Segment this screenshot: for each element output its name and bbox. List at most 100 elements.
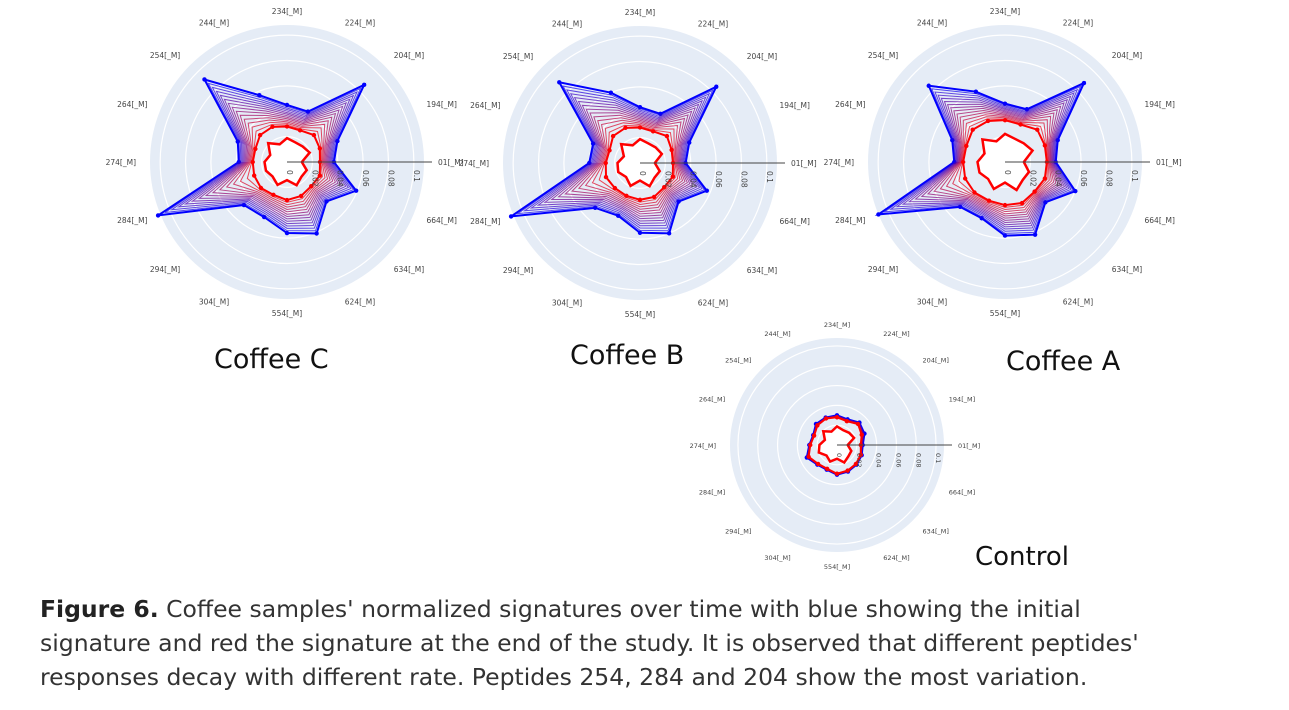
angular-axis-label: 274[_M] bbox=[106, 158, 136, 167]
series-intermediate-line bbox=[169, 86, 358, 229]
radial-tick-label: 0.1 bbox=[412, 170, 421, 182]
series-intermediate-line bbox=[577, 117, 684, 210]
caption-line-3: responses decay with different rate. Pep… bbox=[40, 663, 1088, 691]
angular-axis-label: 634[_M] bbox=[394, 265, 424, 274]
radar-chart-coffee-c: 01[_M] 194[_M] 204[_M] 224[_M] 234[_M] 244[_M… bbox=[106, 7, 464, 318]
final-data-point bbox=[859, 432, 864, 437]
angular-axis-label: 224[_M] bbox=[883, 330, 909, 338]
initial-data-point bbox=[637, 230, 643, 235]
final-data-point bbox=[309, 184, 314, 189]
final-data-point bbox=[271, 192, 276, 198]
series-intermediate-line bbox=[197, 102, 344, 220]
final-data-point bbox=[834, 415, 840, 420]
radial-tick-label: 0.02 bbox=[310, 170, 319, 187]
series-intermediate-line bbox=[564, 112, 689, 215]
initial-data-point bbox=[557, 80, 562, 85]
series-intermediate-line bbox=[211, 110, 337, 215]
angular-axis-label: 284[_M] bbox=[835, 216, 865, 225]
angular-axis-label: 634[_M] bbox=[1112, 265, 1142, 274]
series-intermediate-line bbox=[591, 122, 679, 206]
radial-tick-label: 0.04 bbox=[1054, 170, 1063, 187]
radial-tick-label: 0.06 bbox=[361, 170, 370, 187]
angular-axis-label: 204[_M] bbox=[747, 52, 777, 61]
final-data-point bbox=[251, 173, 257, 178]
final-data-point bbox=[253, 146, 258, 152]
angular-axis-label: 234[_M] bbox=[625, 8, 655, 17]
radial-tick-label: 0 bbox=[1003, 170, 1012, 175]
angular-axis-label: 284[_M] bbox=[699, 488, 725, 496]
angular-axis-label: 624[_M] bbox=[1063, 298, 1093, 307]
final-data-point bbox=[317, 173, 323, 178]
angular-axis-label: 304[_M] bbox=[764, 554, 790, 562]
final-data-point bbox=[806, 454, 811, 459]
initial-data-point bbox=[1081, 80, 1087, 86]
radial-tick-label: 0 bbox=[638, 171, 647, 176]
initial-data-point bbox=[714, 84, 719, 89]
final-data-point bbox=[669, 147, 674, 153]
series-intermediate-line bbox=[939, 112, 1055, 215]
final-data-point bbox=[258, 185, 264, 191]
chart-title-coffee-b: Coffee B bbox=[570, 340, 685, 371]
angular-axis-label: 274[_M] bbox=[824, 158, 854, 167]
final-data-point bbox=[612, 185, 618, 191]
caption-line-2: signature and red the signature at the e… bbox=[40, 629, 1139, 657]
series-intermediate-line bbox=[218, 114, 334, 213]
final-data-point bbox=[1018, 122, 1023, 127]
radial-tick-label: 0.04 bbox=[336, 170, 345, 187]
angular-axis-label: 204[_M] bbox=[923, 356, 949, 364]
radial-tick-label: 0.02 bbox=[1028, 170, 1037, 187]
angular-axis-label: 274[_M] bbox=[690, 442, 716, 450]
radial-tick-label: 0.06 bbox=[894, 453, 902, 467]
final-data-point bbox=[603, 174, 609, 180]
angular-axis-label: 624[_M] bbox=[883, 554, 909, 562]
final-data-point bbox=[855, 421, 861, 427]
series-intermediate-line bbox=[204, 106, 340, 218]
series-intermediate-line bbox=[522, 89, 711, 229]
final-data-point bbox=[834, 471, 840, 476]
final-data-point bbox=[853, 461, 859, 467]
final-data-point bbox=[662, 185, 667, 190]
final-data-point bbox=[815, 461, 821, 467]
final-data-point bbox=[962, 176, 968, 181]
angular-axis-label: 204[_M] bbox=[1112, 51, 1142, 60]
final-data-point bbox=[607, 148, 612, 153]
series-intermediate-line bbox=[584, 119, 681, 208]
final-data-point bbox=[670, 174, 676, 179]
final-data-point bbox=[960, 159, 966, 165]
angular-axis-label: 264[_M] bbox=[835, 100, 865, 109]
final-data-point bbox=[270, 124, 275, 130]
angular-axis-label: 664[_M] bbox=[949, 488, 975, 496]
final-data-point bbox=[284, 124, 290, 129]
angular-axis-label: 664[_M] bbox=[780, 217, 810, 226]
final-data-point bbox=[257, 132, 263, 138]
final-data-point bbox=[1002, 117, 1008, 123]
final-data-point bbox=[811, 433, 817, 438]
final-data-point bbox=[298, 193, 304, 199]
radial-tick-label: 0.1 bbox=[1130, 170, 1139, 182]
final-data-point bbox=[284, 197, 290, 203]
series-intermediate-line bbox=[550, 104, 696, 220]
angular-axis-label: 194[_M] bbox=[427, 100, 457, 109]
caption-text-1: Coffee samples' normalized signatures ov… bbox=[158, 595, 1081, 623]
initial-data-point bbox=[1073, 188, 1078, 194]
radial-tick-label: 0.02 bbox=[855, 453, 863, 467]
final-data-point bbox=[1002, 202, 1008, 208]
final-data-point bbox=[1042, 143, 1048, 148]
angular-axis-label: 664[_M] bbox=[427, 216, 457, 225]
final-data-point bbox=[624, 193, 629, 199]
final-data-point bbox=[986, 198, 992, 203]
angular-axis-label: 624[_M] bbox=[345, 298, 375, 307]
radar-chart-coffee-b: 01[_M] 194[_M] 204[_M] 224[_M] 234[_M] 244[_M… bbox=[459, 8, 817, 319]
final-data-point bbox=[297, 128, 303, 133]
final-data-point bbox=[970, 127, 975, 132]
angular-axis-label: 254[_M] bbox=[868, 51, 898, 60]
radial-tick-label: 0.06 bbox=[1079, 170, 1088, 187]
initial-data-point bbox=[876, 212, 881, 217]
angular-axis-label: 634[_M] bbox=[747, 266, 777, 275]
final-data-point bbox=[858, 452, 863, 458]
final-data-point bbox=[845, 468, 850, 473]
initial-data-point bbox=[1002, 233, 1008, 238]
series-final-inner-line bbox=[817, 424, 856, 465]
series-intermediate-line bbox=[557, 108, 693, 217]
angular-axis-label: 244[_M] bbox=[552, 19, 582, 28]
